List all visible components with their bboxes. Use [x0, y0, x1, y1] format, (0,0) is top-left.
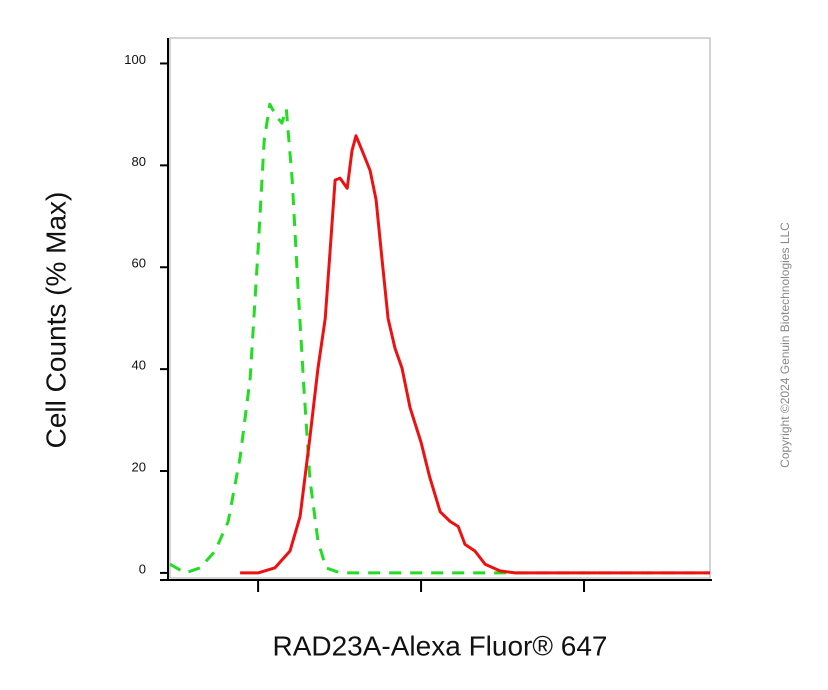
- plot-frame: [169, 37, 711, 579]
- y-tick-label: 20: [132, 459, 146, 474]
- y-tick-label: 60: [132, 256, 146, 271]
- y-axis-label: Cell Counts (% Max): [40, 192, 71, 449]
- y-tick-label: 0: [139, 561, 146, 576]
- y-tick-label: 80: [132, 154, 146, 169]
- x-axis-label: RAD23A-Alexa Fluor® 647: [272, 630, 607, 661]
- copyright: Copyright ©2024 Genuin Biotechnologies L…: [778, 222, 792, 468]
- y-tick-label: 40: [132, 358, 146, 373]
- series-line: [240, 134, 710, 575]
- y-tick-label: 100: [124, 52, 146, 67]
- series-line: [169, 102, 710, 575]
